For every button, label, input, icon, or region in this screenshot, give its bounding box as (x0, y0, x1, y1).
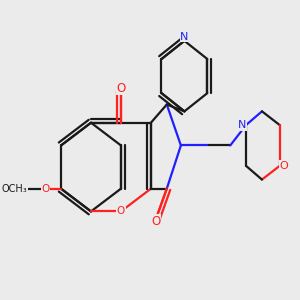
Text: O: O (117, 206, 125, 216)
Text: O: O (116, 82, 126, 94)
Text: O: O (280, 161, 288, 171)
Text: O: O (41, 184, 49, 194)
Text: O: O (152, 214, 161, 228)
Text: N: N (180, 32, 189, 42)
Text: OCH₃: OCH₃ (2, 184, 28, 194)
Text: N: N (238, 120, 246, 130)
